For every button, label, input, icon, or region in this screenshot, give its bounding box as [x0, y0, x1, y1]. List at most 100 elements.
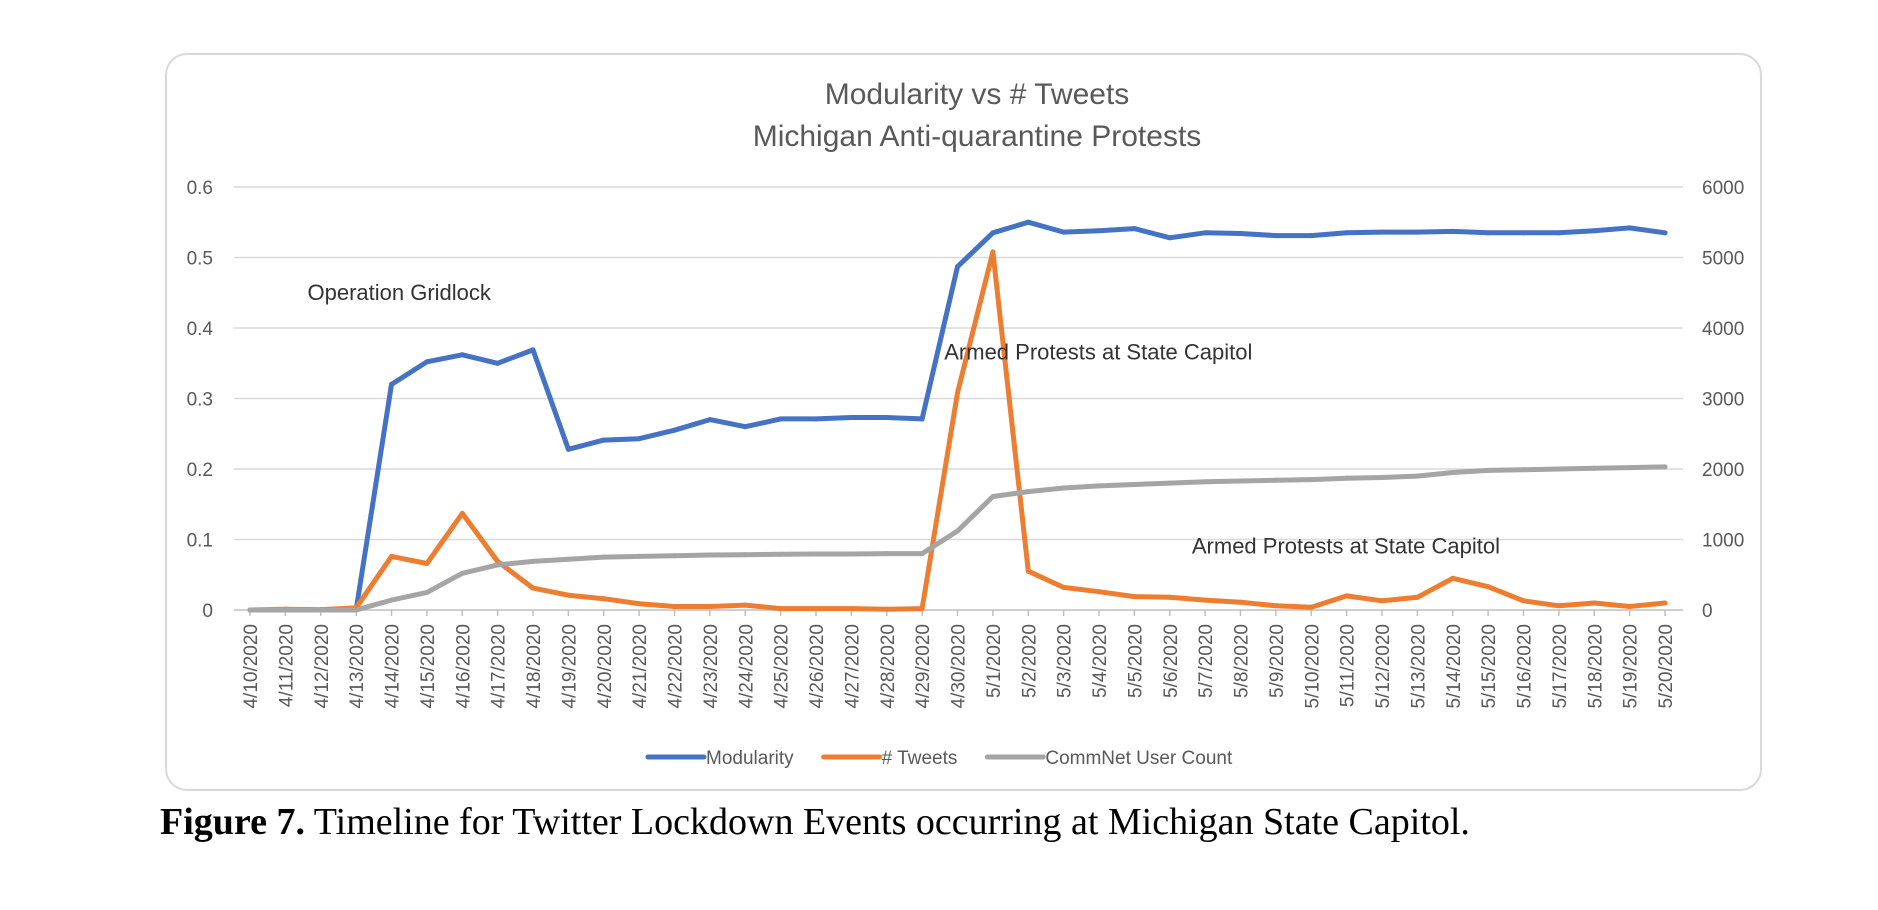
data-point-series-2	[1414, 594, 1420, 600]
x-tick-label: 4/12/2020	[312, 624, 333, 709]
data-point-series-2	[1025, 568, 1031, 574]
data-point-series-2	[1521, 598, 1526, 604]
data-point-series-2	[1273, 603, 1279, 609]
data-point-series-2	[530, 585, 536, 591]
x-tick-label: 4/23/2020	[701, 624, 722, 709]
chart-title-line-1: Modularity vs # Tweets	[825, 78, 1130, 111]
data-point-series-2	[1167, 594, 1173, 600]
data-point-series-3	[1591, 465, 1597, 471]
x-tick-label: 5/14/2020	[1444, 624, 1465, 709]
chart-frame	[165, 53, 1762, 791]
data-point-series-3	[813, 551, 819, 557]
x-tick-label: 5/9/2020	[1267, 624, 1288, 698]
data-point-series-2	[424, 560, 430, 566]
data-point-series-1	[990, 230, 996, 236]
data-point-series-3	[707, 552, 713, 558]
data-point-series-2	[884, 606, 890, 612]
y-left-tick-label: 0.2	[187, 460, 213, 481]
y-right-tick-label: 3000	[1702, 390, 1744, 411]
x-tick-label: 5/6/2020	[1161, 624, 1182, 698]
x-tick-label: 4/18/2020	[524, 624, 545, 709]
data-point-series-2	[1556, 603, 1562, 609]
x-tick-label: 4/14/2020	[383, 624, 404, 709]
data-point-series-3	[1485, 467, 1491, 473]
data-point-series-2	[955, 390, 960, 396]
x-tick-label: 5/12/2020	[1373, 624, 1394, 709]
x-tick-label: 4/21/2020	[630, 624, 651, 709]
y-right-tick-label: 0	[1702, 601, 1713, 622]
data-point-series-3	[1450, 470, 1456, 476]
data-point-series-1	[1414, 229, 1420, 235]
data-point-series-3	[282, 607, 288, 613]
data-point-series-1	[1096, 228, 1102, 234]
data-point-series-2	[1308, 604, 1314, 610]
data-point-series-1	[1591, 228, 1597, 234]
data-point-series-3	[1379, 474, 1385, 480]
data-point-series-2	[1344, 593, 1350, 599]
x-tick-label: 5/17/2020	[1550, 624, 1571, 709]
legend-label-3: CommNet User Count	[1045, 748, 1233, 769]
y-left-tick-label: 0.4	[187, 319, 214, 340]
x-tick-label: 5/4/2020	[1090, 624, 1111, 698]
y-right-tick-label: 5000	[1702, 249, 1744, 270]
data-point-series-2	[1627, 603, 1633, 609]
data-point-series-1	[848, 415, 854, 421]
x-tick-label: 4/10/2020	[241, 624, 262, 709]
data-point-series-3	[459, 570, 465, 576]
data-point-series-1	[884, 415, 890, 421]
data-point-series-1	[530, 347, 536, 353]
x-tick-label: 5/8/2020	[1232, 624, 1253, 698]
data-point-series-3	[884, 551, 890, 557]
data-point-series-1	[1238, 231, 1243, 237]
data-point-series-3	[1273, 477, 1279, 483]
figure-caption-text: Timeline for Twitter Lockdown Events occ…	[304, 801, 1470, 843]
data-point-series-1	[495, 360, 501, 366]
data-point-series-3	[424, 589, 430, 595]
data-point-series-1	[1061, 229, 1067, 235]
data-point-series-1	[1556, 230, 1562, 236]
data-point-series-2	[813, 606, 819, 612]
x-tick-label: 4/15/2020	[418, 624, 439, 709]
x-tick-label: 5/11/2020	[1338, 624, 1359, 707]
data-point-series-1	[1202, 230, 1208, 236]
data-point-series-1	[565, 446, 571, 452]
data-point-series-3	[636, 553, 642, 559]
chart-title-line-2: Michigan Anti-quarantine Protests	[753, 120, 1202, 153]
x-tick-label: 5/3/2020	[1055, 624, 1076, 698]
data-point-series-2	[1096, 589, 1102, 595]
x-tick-label: 4/17/2020	[489, 624, 510, 709]
data-point-series-1	[601, 437, 607, 443]
x-tick-label: 4/19/2020	[559, 624, 580, 709]
y-left-tick-label: 0.5	[187, 249, 213, 270]
x-tick-label: 5/13/2020	[1408, 624, 1429, 709]
chart: Modularity vs # Tweets Michigan Anti-quar…	[187, 78, 1745, 769]
y-left-tick-label: 0	[202, 601, 213, 622]
data-point-series-3	[247, 607, 253, 613]
legend-label-2: # Tweets	[882, 748, 958, 769]
data-point-series-3	[601, 554, 607, 560]
data-point-series-3	[530, 558, 536, 564]
x-tick-label: 5/2/2020	[1019, 624, 1040, 698]
legend-label-1: Modularity	[706, 748, 794, 769]
data-point-series-2	[1450, 575, 1456, 581]
data-point-series-1	[1450, 228, 1456, 234]
x-tick-label: 4/26/2020	[807, 624, 828, 709]
x-tick-label: 5/15/2020	[1479, 624, 1500, 709]
x-tick-label: 4/16/2020	[453, 624, 474, 709]
data-point-series-3	[1167, 480, 1173, 486]
data-point-series-1	[919, 416, 925, 422]
x-tick-label: 4/28/2020	[878, 624, 899, 709]
data-point-series-1	[636, 436, 642, 442]
data-point-series-3	[495, 562, 501, 568]
data-point-series-2	[1591, 600, 1597, 606]
data-point-series-2	[459, 510, 465, 516]
chart-annotation-3: Armed Protests at State Capitol	[1192, 534, 1500, 559]
data-point-series-3	[318, 607, 324, 613]
data-point-series-3	[1308, 477, 1314, 483]
data-point-series-1	[459, 352, 465, 358]
figure-caption: Figure 7. Timeline for Twitter Lockdown …	[160, 800, 1470, 844]
data-point-series-2	[778, 606, 784, 612]
data-point-series-3	[990, 493, 996, 499]
x-tick-label: 5/20/2020	[1656, 624, 1677, 709]
data-point-series-2	[1662, 600, 1668, 606]
